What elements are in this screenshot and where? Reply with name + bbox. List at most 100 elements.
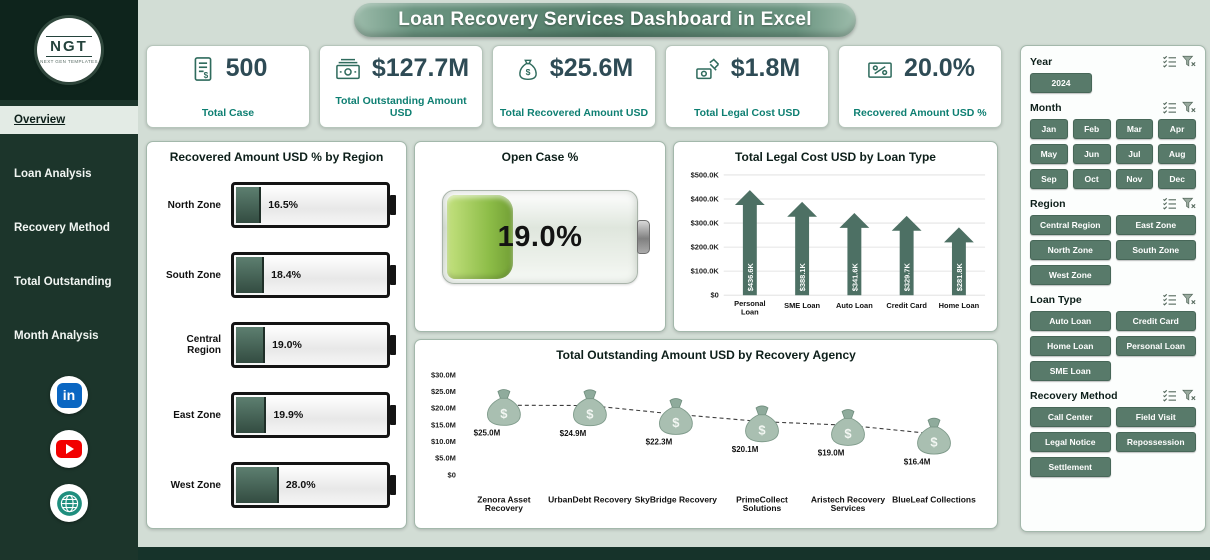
clear-filter-icon[interactable] bbox=[1182, 389, 1196, 402]
slicer-region-east-zone[interactable]: East Zone bbox=[1115, 215, 1196, 235]
battery-bar: 28.0% bbox=[231, 462, 390, 508]
battery-value: 19.9% bbox=[273, 409, 304, 421]
youtube-link[interactable] bbox=[50, 430, 88, 468]
kpi-label: Total Case bbox=[201, 107, 255, 120]
youtube-icon bbox=[56, 440, 82, 458]
slicer-month-mar[interactable]: Mar bbox=[1115, 119, 1154, 139]
slicer-month-feb[interactable]: Feb bbox=[1072, 119, 1111, 139]
legal-cost-title: Total Legal Cost USD by Loan Type bbox=[735, 150, 936, 164]
arrow-bar bbox=[734, 190, 765, 296]
kpi-value: 500 bbox=[225, 54, 268, 82]
sidebar-item-total-outstanding[interactable]: Total Outstanding bbox=[14, 276, 112, 288]
kpi-label: Total Recovered Amount USD bbox=[499, 107, 649, 120]
filter-header: Region bbox=[1030, 197, 1196, 210]
svg-text:SME Loan: SME Loan bbox=[784, 301, 820, 310]
kpi-top: $500 bbox=[153, 54, 303, 83]
multiselect-icon[interactable] bbox=[1162, 101, 1177, 114]
slicer-month-apr[interactable]: Apr bbox=[1158, 119, 1196, 139]
svg-text:$200.0K: $200.0K bbox=[691, 243, 720, 252]
slicer-region-central-region[interactable]: Central Region bbox=[1030, 215, 1111, 235]
kpi-row: $500 Total Case $127.7M Total Outstanding A… bbox=[146, 45, 1002, 128]
svg-text:$5.0M: $5.0M bbox=[435, 454, 456, 463]
page-title: Loan Recovery Services Dashboard in Exce… bbox=[398, 9, 812, 30]
slicer-loan-type-credit-card[interactable]: Credit Card bbox=[1115, 311, 1196, 331]
clear-filter-icon[interactable] bbox=[1182, 197, 1196, 210]
slicer-month-aug[interactable]: Aug bbox=[1158, 144, 1196, 164]
multiselect-icon[interactable] bbox=[1162, 293, 1177, 306]
svg-text:$10.0M: $10.0M bbox=[431, 437, 456, 446]
multiselect-icon[interactable] bbox=[1162, 389, 1177, 402]
battery-bar: 16.5% bbox=[231, 182, 390, 228]
sidebar-item-recovery-method[interactable]: Recovery Method bbox=[14, 222, 110, 234]
case-document-icon: $ bbox=[189, 55, 217, 83]
region-row-east-zone: East Zone 19.9% bbox=[153, 380, 390, 450]
money-bag-marker: $ bbox=[659, 398, 693, 435]
slicer-month-sep[interactable]: Sep bbox=[1030, 169, 1068, 189]
sidebar-item-month-analysis[interactable]: Month Analysis bbox=[14, 330, 99, 342]
kpi-value: $1.8M bbox=[730, 54, 801, 82]
kpi-card-total-recovered-amount-usd: $ $25.6M Total Recovered Amount USD bbox=[492, 45, 656, 128]
slicer-loan-type-home-loan[interactable]: Home Loan bbox=[1030, 336, 1111, 356]
multiselect-icon[interactable] bbox=[1162, 197, 1177, 210]
svg-text:Credit Card: Credit Card bbox=[886, 301, 927, 310]
slicer-recovery-method-call-center[interactable]: Call Center bbox=[1030, 407, 1111, 427]
clear-filter-icon[interactable] bbox=[1182, 101, 1196, 114]
slicer-month-jul[interactable]: Jul bbox=[1115, 144, 1154, 164]
multiselect-icon[interactable] bbox=[1162, 55, 1177, 68]
gauge-fill bbox=[447, 195, 514, 279]
slicer-region-north-zone[interactable]: North Zone bbox=[1030, 240, 1111, 260]
legal-cost-icon bbox=[694, 55, 722, 83]
sidebar-item-overview[interactable]: Overview bbox=[0, 106, 138, 134]
logo-block: NGT NEXT GEN TEMPLATES bbox=[0, 0, 138, 100]
slicer-recovery-method-repossession[interactable]: Repossession bbox=[1115, 432, 1196, 452]
svg-text:$: $ bbox=[525, 66, 530, 76]
slicer-region-west-zone[interactable]: West Zone bbox=[1030, 265, 1111, 285]
slicer-loan-type-auto-loan[interactable]: Auto Loan bbox=[1030, 311, 1111, 331]
slicer-month-oct[interactable]: Oct bbox=[1072, 169, 1111, 189]
sidebar-item-loan-analysis[interactable]: Loan Analysis bbox=[14, 168, 92, 180]
arrow-bar bbox=[891, 215, 922, 296]
cash-stack-icon bbox=[333, 55, 363, 83]
slicer-recovery-method-field-visit[interactable]: Field Visit bbox=[1115, 407, 1196, 427]
slicer-month-nov[interactable]: Nov bbox=[1115, 169, 1154, 189]
linkedin-link[interactable]: in bbox=[50, 376, 88, 414]
svg-text:$281.8K: $281.8K bbox=[955, 262, 964, 291]
svg-text:$: $ bbox=[758, 422, 765, 437]
battery-fill bbox=[236, 397, 267, 433]
svg-text:$: $ bbox=[586, 406, 593, 421]
arrow-bar bbox=[787, 201, 818, 296]
slicer-region-south-zone[interactable]: South Zone bbox=[1115, 240, 1196, 260]
sidebar-menu: Overview Loan Analysis Recovery Method Tota… bbox=[0, 106, 138, 350]
svg-text:$400.0K: $400.0K bbox=[691, 194, 720, 203]
kpi-value: $25.6M bbox=[549, 54, 634, 82]
battery-value: 19.0% bbox=[272, 339, 302, 351]
slicer-month-jun[interactable]: Jun bbox=[1072, 144, 1111, 164]
svg-text:$0: $0 bbox=[710, 291, 718, 300]
slicer-recovery-method-legal-notice[interactable]: Legal Notice bbox=[1030, 432, 1111, 452]
agency-outstanding-chart: $0 $5.0M $10.0M $15.0M $20.0M $25.0M $30.0M $ $2… bbox=[419, 365, 993, 524]
battery-value: 18.4% bbox=[271, 269, 301, 281]
filter-header: Recovery Method bbox=[1030, 389, 1196, 402]
slicer-loan-type-personal-loan[interactable]: Personal Loan bbox=[1115, 336, 1196, 356]
region-row-central-region: Central Region 19.0% bbox=[153, 310, 390, 380]
slicer-month-may[interactable]: May bbox=[1030, 144, 1068, 164]
logo-text: NGT bbox=[46, 36, 92, 57]
svg-text:$329.7K: $329.7K bbox=[903, 262, 912, 291]
agency-panel: Total Outstanding Amount USD by Recovery… bbox=[414, 339, 998, 529]
slicer-month-dec[interactable]: Dec bbox=[1158, 169, 1196, 189]
slicer-month-jan[interactable]: Jan bbox=[1030, 119, 1068, 139]
slicer-loan-type-sme-loan[interactable]: SME Loan bbox=[1030, 361, 1111, 381]
svg-text:$25.0M: $25.0M bbox=[431, 387, 456, 396]
sidebar-socials: in bbox=[0, 376, 138, 522]
clear-filter-icon[interactable] bbox=[1182, 293, 1196, 306]
svg-text:UrbanDebt Recovery: UrbanDebt Recovery bbox=[548, 494, 632, 504]
website-link[interactable] bbox=[50, 484, 88, 522]
slicer-year-2024[interactable]: 2024 bbox=[1030, 73, 1092, 93]
slicer-recovery-method-settlement[interactable]: Settlement bbox=[1030, 457, 1111, 477]
filter-group-region: Region Central Region East Zone North Zone S… bbox=[1030, 197, 1196, 285]
kpi-label: Total Outstanding Amount USD bbox=[335, 94, 467, 120]
svg-text:$25.0M: $25.0M bbox=[474, 429, 501, 438]
clear-filter-icon[interactable] bbox=[1182, 55, 1196, 68]
battery-bar: 19.0% bbox=[231, 322, 390, 368]
